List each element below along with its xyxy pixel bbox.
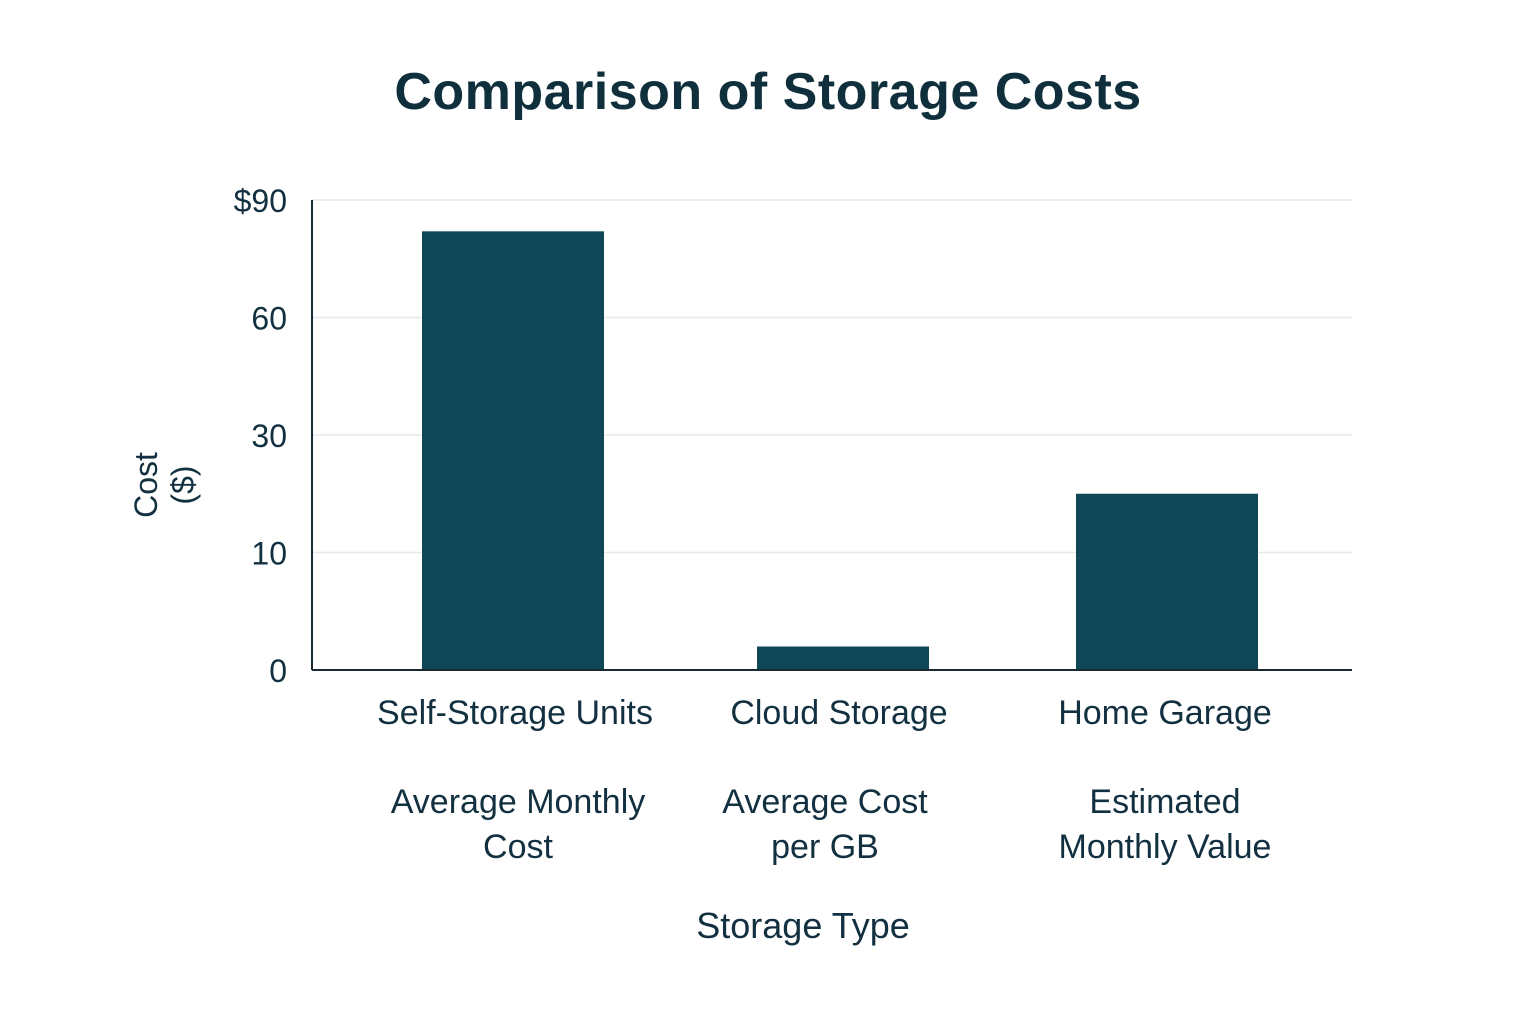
category-sublabel-home-garage: Estimated Monthly Value bbox=[1058, 783, 1272, 866]
y-tick-label: 0 bbox=[269, 653, 287, 689]
category-label-home-garage: Home Garage bbox=[1058, 694, 1272, 732]
y-axis-label: Cost ($) bbox=[128, 452, 201, 518]
y-tick-label: 10 bbox=[251, 536, 287, 572]
bar-self-storage-units bbox=[422, 231, 604, 671]
y-tick-label: 60 bbox=[251, 301, 287, 337]
x-axis-label: Storage Type bbox=[696, 905, 910, 946]
y-tick-label: 30 bbox=[251, 418, 287, 454]
bar-home-garage bbox=[1076, 493, 1258, 670]
category-sublabel-self-storage: Average Monthly Cost bbox=[390, 783, 646, 866]
bar-cloud-storage bbox=[757, 646, 929, 670]
category-sublabel-cloud-storage: Average Cost per GB bbox=[722, 783, 928, 866]
category-label-self-storage: Self-Storage Units bbox=[377, 694, 653, 732]
chart-title: Comparison of Storage Costs bbox=[394, 63, 1142, 121]
category-label-cloud-storage: Cloud Storage bbox=[730, 694, 948, 732]
y-tick-label: $90 bbox=[234, 183, 287, 219]
